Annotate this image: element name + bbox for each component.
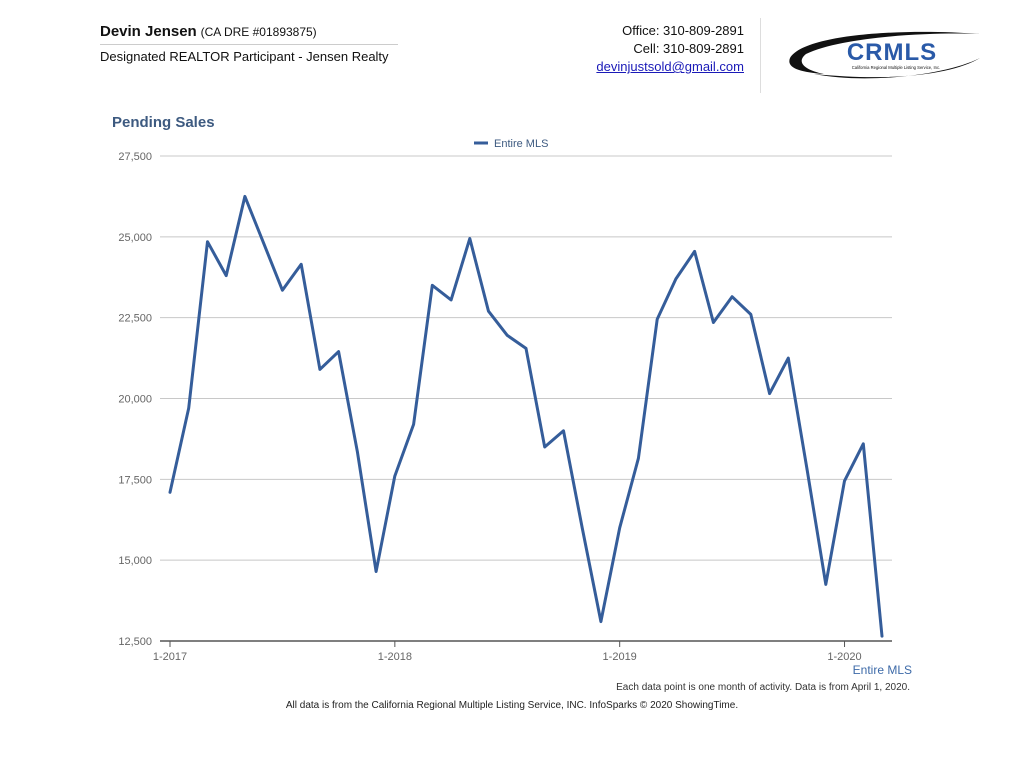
- logo-swoosh-lower: [814, 58, 980, 79]
- y-tick-label: 20,000: [118, 394, 152, 406]
- series-layer: [168, 194, 884, 638]
- data-point: [356, 450, 359, 454]
- agent-title: Designated REALTOR Participant - Jensen …: [100, 49, 389, 64]
- email-link[interactable]: devinjustsold@gmail.com: [596, 59, 744, 74]
- logo-swoosh: [789, 31, 980, 74]
- data-point: [618, 526, 621, 530]
- grid-layer: [160, 155, 892, 642]
- data-point: [412, 423, 415, 426]
- legend: Entire MLS: [474, 138, 548, 150]
- data-point: [337, 350, 340, 353]
- data-point: [730, 295, 734, 298]
- axis-layer: 27,500 25,000 22,500 20,000 17,500 15,000 12,5…: [118, 151, 861, 663]
- data-point: [862, 442, 865, 445]
- data-point: [262, 242, 265, 245]
- legend-label: Entire MLS: [494, 138, 548, 150]
- logo-text: CRMLS: [847, 39, 937, 66]
- data-point: [299, 263, 303, 266]
- data-point: [655, 318, 659, 321]
- data-point: [281, 288, 284, 292]
- contact-info: Office: 310-809-2891 Cell: 310-809-2891 …: [596, 22, 744, 76]
- data-point: [449, 298, 453, 302]
- header-divider: [760, 18, 761, 93]
- data-point: [468, 237, 471, 240]
- agent-divider: [100, 44, 398, 45]
- data-point: [712, 321, 715, 324]
- data-point: [880, 634, 884, 638]
- data-point: [318, 368, 322, 371]
- data-point: [768, 392, 771, 395]
- agent-info: Devin Jensen (CA DRE #01893875) Designat…: [100, 22, 400, 65]
- footer-credit: All data is from the California Regional…: [285, 700, 739, 711]
- data-point: [393, 474, 397, 478]
- data-point: [543, 445, 546, 449]
- data-point: [487, 310, 490, 313]
- agent-name: Devin Jensen: [100, 23, 197, 40]
- y-tick-label: 12,500: [118, 636, 152, 648]
- chart-title: Pending Sales: [112, 114, 215, 131]
- agent-license: (CA DRE #01893875): [200, 25, 317, 39]
- data-point: [599, 620, 603, 623]
- x-tick-label: 1-2018: [378, 651, 412, 663]
- y-tick-label: 15,000: [118, 555, 152, 567]
- data-point: [243, 195, 247, 198]
- x-tick-label: 1-2019: [603, 651, 637, 663]
- series-label: Entire MLS: [852, 663, 912, 677]
- data-point: [693, 250, 696, 253]
- data-point: [374, 570, 378, 573]
- y-tick-label: 17,500: [118, 474, 152, 486]
- data-point: [787, 356, 790, 360]
- agent-name-line: Devin Jensen (CA DRE #01893875): [100, 22, 400, 41]
- data-note: Each data point is one month of activity…: [616, 682, 910, 693]
- data-point: [805, 468, 809, 471]
- y-tick-label: 27,500: [118, 151, 152, 163]
- data-point: [581, 526, 584, 530]
- crmls-logo: CRMLS California Regional Multiple Listi…: [789, 31, 980, 79]
- data-point: [824, 583, 827, 586]
- y-tick-label: 22,500: [118, 313, 152, 325]
- data-point: [187, 407, 190, 410]
- y-tick-label: 25,000: [118, 232, 152, 244]
- data-point: [562, 429, 565, 433]
- x-tick-label: 1-2020: [827, 651, 861, 663]
- data-point: [206, 240, 209, 243]
- data-point: [506, 334, 509, 337]
- cell-phone: Cell: 310-809-2891: [633, 41, 744, 56]
- x-tick-label: 1-2017: [153, 651, 187, 663]
- series-line-entire-mls: [168, 194, 884, 638]
- data-point: [431, 284, 434, 287]
- data-point: [843, 479, 846, 483]
- data-point: [225, 274, 228, 277]
- data-point: [637, 457, 640, 460]
- data-point: [749, 313, 753, 316]
- office-phone: Office: 310-809-2891: [622, 23, 744, 38]
- logo-subtitle: California Regional Multiple Listing Ser…: [852, 65, 940, 70]
- data-point: [674, 277, 678, 281]
- data-point: [524, 347, 528, 350]
- data-point: [168, 491, 172, 494]
